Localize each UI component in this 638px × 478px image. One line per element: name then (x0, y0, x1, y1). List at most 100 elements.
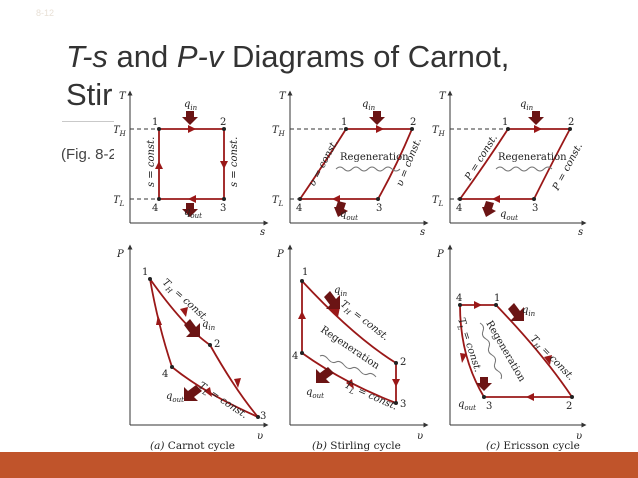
heat-out-label: qout (166, 391, 184, 404)
state-point-2 (208, 343, 212, 347)
point-label-1: 1 (302, 267, 308, 278)
state-point-3 (482, 395, 486, 399)
tl-label: TL (272, 195, 284, 208)
point-label-3: 3 (260, 411, 266, 422)
heat-out-arrow (476, 377, 492, 391)
heat-in-arrow (528, 111, 544, 125)
arrow-4-1 (474, 301, 482, 309)
state-point-2 (410, 127, 414, 131)
caption-stirling: (b) Stirling cycle (312, 440, 401, 452)
regeneration-label: Regeneration (498, 152, 567, 163)
point-label-3: 3 (532, 203, 538, 214)
state-point-4 (157, 197, 161, 201)
point-label-1: 1 (142, 267, 148, 278)
state-point-2 (222, 127, 226, 131)
heat-out-label: qout (184, 207, 202, 220)
state-point-4 (170, 365, 174, 369)
arrow-3-4 (188, 195, 196, 203)
heat-in-label: qin (362, 99, 376, 112)
point-label-1: 1 (341, 117, 347, 128)
process-2-3 (377, 128, 413, 200)
regeneration-wavy-arrow (319, 354, 377, 378)
slide-number: 8-12 (36, 8, 55, 18)
p-const-label-left: P = const. (463, 133, 500, 184)
title-and: and (107, 39, 177, 74)
state-point-2 (568, 127, 572, 131)
title-rest: Diagrams of Carnot, (223, 39, 510, 74)
point-label-1: 1 (502, 117, 508, 128)
slide-title: T-s and P-v Diagrams of Carnot, Stir (66, 38, 586, 114)
state-point-1 (300, 279, 304, 283)
point-label-2: 2 (214, 339, 220, 350)
p-axis-label: P (276, 249, 284, 260)
point-label-2: 2 (410, 117, 416, 128)
tl-const-label: TL = const. (453, 317, 483, 375)
state-point-2 (394, 361, 398, 365)
point-label-4: 4 (456, 203, 462, 214)
heat-out-arrow (482, 201, 496, 217)
heat-out-arrow (334, 201, 348, 217)
regeneration-wavy-arrow (479, 322, 503, 380)
th-label: TH (272, 125, 286, 138)
v-const-label-left: υ = const. (307, 138, 341, 188)
regeneration-label: Regeneration (483, 319, 527, 384)
stirling-ts-diagram: T s TH TL 1 2 3 4 qin qout Regeneration … (272, 90, 429, 238)
s-const-label-left: s = const. (146, 137, 157, 187)
p-axis-label: P (436, 249, 444, 260)
heat-out-label: qout (306, 387, 324, 400)
arrow-2-3 (526, 393, 534, 401)
heat-out-label: qout (500, 209, 518, 222)
point-label-4: 4 (152, 203, 158, 214)
ericsson-pv-diagram: P υ 1 2 3 4 qin qout Regeneration TH = c… (436, 244, 587, 452)
ericsson-ts-diagram: T s TH TL 1 2 3 4 qin qout Regeneration … (432, 90, 587, 238)
title-pv: P-v (176, 39, 224, 74)
arrow-1-2 (544, 355, 552, 365)
state-point-3 (532, 197, 536, 201)
s-axis-label: s (420, 227, 425, 238)
process-1-2 (495, 304, 573, 398)
p-axis-label: P (116, 249, 124, 260)
state-point-3 (376, 197, 380, 201)
arrow-1-2 (376, 125, 384, 133)
tl-label: TL (432, 195, 444, 208)
process-4-1 (299, 128, 347, 200)
carnot-pv-diagram: P υ 1 2 3 4 qin qout TH = const. TL = co… (116, 244, 269, 452)
process-2-3 (533, 128, 571, 200)
heat-in-label: qin (522, 305, 536, 318)
state-point-4 (300, 351, 304, 355)
point-label-3: 3 (486, 401, 492, 412)
state-point-1 (506, 127, 510, 131)
figure-reference: (Fig. 8-2 (61, 146, 117, 163)
regeneration-wavy-arrow (335, 166, 401, 172)
state-point-1 (148, 277, 152, 281)
heat-in-arrow (184, 319, 200, 337)
state-point-4 (298, 197, 302, 201)
figure-svg: T s TH TL 1 2 3 4 qin qout s = const. s … (114, 90, 587, 452)
point-label-4: 4 (296, 203, 302, 214)
heat-out-arrow (184, 385, 202, 401)
point-label-1: 1 (152, 117, 158, 128)
state-point-4 (458, 197, 462, 201)
title-line2: Stir (66, 77, 113, 112)
s-axis-label: s (578, 227, 583, 238)
point-label-4: 4 (456, 293, 462, 304)
heat-in-arrow (182, 111, 198, 125)
state-point-1 (494, 303, 498, 307)
tl-const-label: TL = const. (195, 380, 249, 422)
title-rule (62, 121, 132, 122)
arrow-3-4 (460, 353, 467, 363)
heat-in-arrow (369, 111, 385, 125)
point-label-2: 2 (400, 357, 406, 368)
point-label-2: 2 (566, 401, 572, 412)
point-label-3: 3 (400, 399, 406, 410)
state-point-3 (256, 415, 260, 419)
t-axis-label: T (119, 91, 127, 102)
point-label-4: 4 (292, 351, 298, 362)
heat-in-arrow (324, 291, 340, 309)
heat-out-label: qout (458, 399, 476, 412)
arrow-1-2 (188, 125, 196, 133)
state-point-1 (157, 127, 161, 131)
arrow-2-3 (234, 378, 241, 388)
s-const-label-right: s = const. (229, 137, 240, 187)
arrow-2-3 (220, 161, 228, 169)
